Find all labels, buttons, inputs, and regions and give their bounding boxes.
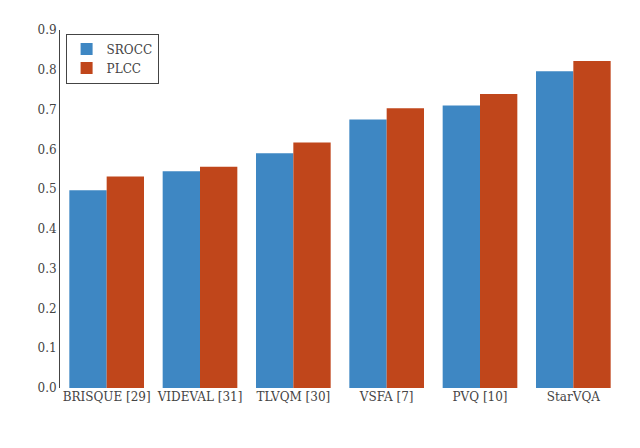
svg-text:0.5: 0.5 (38, 182, 57, 196)
svg-text:VSFA [7]: VSFA [7] (359, 390, 414, 404)
svg-text:PLCC: PLCC (107, 62, 141, 76)
svg-text:VIDEVAL [31]: VIDEVAL [31] (157, 390, 243, 404)
svg-text:0.1: 0.1 (38, 341, 57, 355)
svg-text:0.9: 0.9 (38, 23, 57, 37)
svg-text:0.0: 0.0 (38, 381, 57, 395)
svg-text:0.2: 0.2 (38, 302, 57, 316)
svg-text:0.6: 0.6 (38, 143, 57, 157)
svg-text:0.4: 0.4 (38, 222, 57, 236)
svg-text:0.8: 0.8 (38, 63, 57, 77)
svg-text:StarVQA: StarVQA (547, 390, 600, 404)
svg-text:BRISQUE [29]: BRISQUE [29] (63, 390, 151, 404)
svg-text:0.7: 0.7 (38, 103, 57, 117)
svg-text:TLVQM [30]: TLVQM [30] (256, 390, 330, 404)
svg-text:PVQ [10]: PVQ [10] (452, 390, 507, 404)
svg-text:SROCC: SROCC (107, 43, 152, 57)
svg-text:0.3: 0.3 (38, 262, 57, 276)
